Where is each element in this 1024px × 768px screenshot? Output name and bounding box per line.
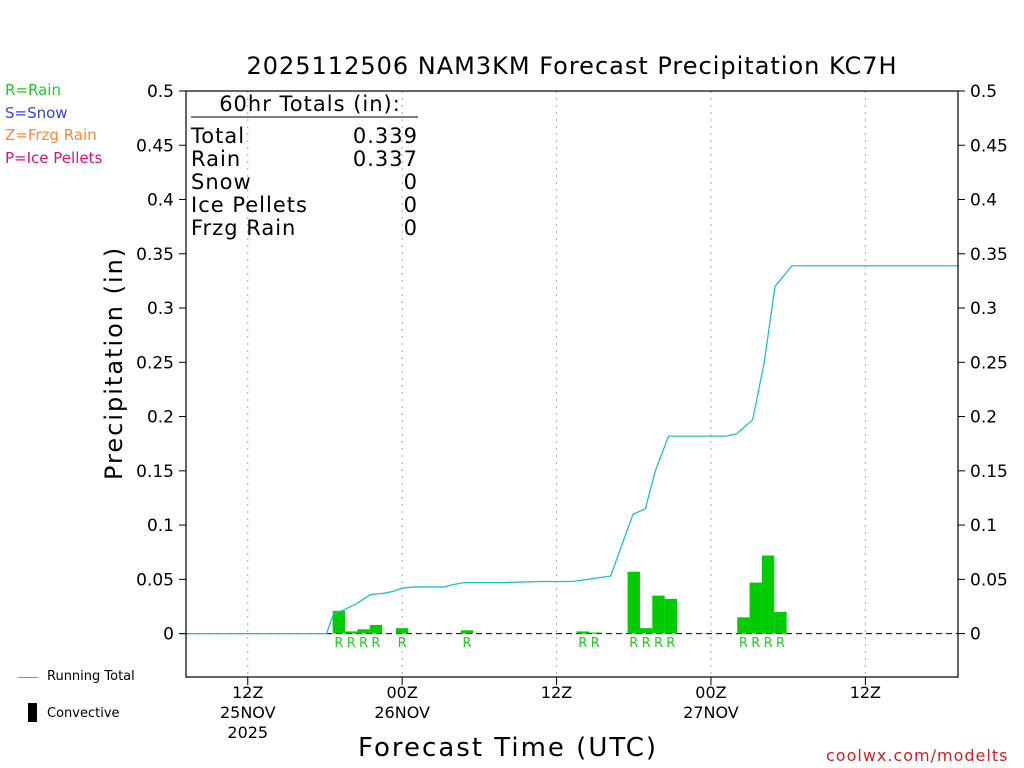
precip-bar [345, 631, 358, 634]
ptype-label: R [642, 636, 651, 651]
totals-row-label: Ice Pellets [191, 193, 308, 217]
x-tick-label-date: 27NOV [683, 703, 739, 722]
precip-bar [332, 610, 346, 634]
y-tick-label-right: 0.2 [970, 408, 997, 428]
ptype-label: R [591, 636, 600, 651]
precip-bar [357, 629, 370, 634]
totals-box: 60hr Totals (in): Total 0.339 Rain 0.337 Snow… [190, 92, 418, 240]
credit-text: coolwx.com/modelts [826, 746, 1009, 765]
ptype-label: R [764, 636, 773, 651]
x-tick-label-date: 26NOV [374, 703, 430, 722]
running-total-line [180, 265, 959, 635]
x-tick-label-time: 12Z [541, 683, 572, 702]
ptype-label: R [398, 636, 407, 651]
x-tick-label-time: 12Z [850, 683, 881, 702]
running-total-legend-swatch [18, 677, 38, 678]
y-tick-label-right: 0.25 [970, 353, 1008, 373]
totals-row-value: 0 [404, 170, 418, 194]
y-tick-label-left: 0.1 [147, 516, 174, 536]
totals-row-label: Total [190, 124, 245, 148]
ptype-label: R [462, 636, 471, 651]
x-tick-label-time: 12Z [232, 683, 263, 702]
ptype-label: R [776, 636, 785, 651]
ptype-label: R [666, 636, 675, 651]
precip-bar [664, 598, 677, 634]
totals-row-label: Rain [191, 147, 241, 171]
precip-bar [576, 631, 589, 634]
ptype-key-snow: S=Snow [5, 104, 68, 122]
ptype-label: R [739, 636, 748, 651]
precip-bar [737, 617, 750, 634]
chart-title: 2025112506 NAM3KM Forecast Precipitation… [246, 52, 898, 80]
ptype-key-rain: R=Rain [5, 81, 61, 99]
y-tick-label-right: 0.15 [970, 462, 1008, 482]
y-tick-label-left: 0.45 [136, 136, 174, 156]
y-tick-label-left: 0.35 [136, 245, 174, 265]
x-tick-label-year: 2025 [227, 723, 268, 742]
y-tick-label-right: 0.3 [970, 299, 997, 319]
y-tick-label-right: 0.35 [970, 245, 1008, 265]
totals-heading: 60hr Totals (in): [219, 92, 401, 116]
precip-bar [460, 630, 474, 634]
y-tick-label-left: 0.4 [147, 191, 174, 211]
x-tick-label-time: 00Z [695, 683, 726, 702]
ptype-label: R [371, 636, 380, 651]
running-total-legend-label: Running Total [47, 669, 135, 684]
plot-frame [185, 90, 959, 678]
y-tick-label-right: 0.45 [970, 136, 1008, 156]
y-tick-label-left: 0.25 [136, 353, 174, 373]
totals-row-value: 0.339 [353, 124, 418, 148]
totals-row-label: Snow [191, 170, 252, 194]
y-tick-label-left: 0.15 [136, 462, 174, 482]
ptype-label: R [751, 636, 760, 651]
precip-bar [652, 595, 665, 634]
ptype-label: R [629, 636, 638, 651]
x-tick-label-date: 25NOV [220, 703, 276, 722]
totals-row-value: 0.337 [353, 147, 418, 171]
y-tick-label-left: 0.05 [136, 570, 174, 590]
ptype-label: R [578, 636, 587, 651]
ptype-label: R [359, 636, 368, 651]
y-tick-label-left: 0.3 [147, 299, 174, 319]
y-tick-label-right: 0.5 [970, 82, 997, 102]
y-tick-label-right: 0.1 [970, 516, 997, 536]
precip-bar [395, 628, 409, 634]
ptype-key-frzg-rain: Z=Frzg Rain [5, 126, 97, 144]
x-tick-label-time: 00Z [386, 683, 417, 702]
precip-bar [774, 611, 787, 634]
convective-legend-label: Convective [47, 706, 120, 721]
y-tick-label-left: 0.2 [147, 408, 174, 428]
precip-bar [627, 571, 640, 634]
ptype-label: R [347, 636, 356, 651]
y-axis-ticks: 0 00.05 0.050.1 0.10.15 0.150.2 0.20.25 0.250.… [136, 82, 1008, 645]
y-tick-label-right: 0.05 [970, 570, 1008, 590]
totals-row-label: Frzg Rain [191, 216, 296, 240]
x-axis-label: Forecast Time (UTC) [358, 733, 659, 763]
precip-bar [639, 628, 653, 634]
ptype-label: R [334, 636, 343, 651]
totals-row-value: 0 [404, 193, 418, 217]
ptype-label: R [654, 636, 663, 651]
precip-bar [761, 555, 775, 634]
y-tick-label-left: 0.5 [147, 82, 174, 102]
ptype-key-ice-pellets: P=Ice Pellets [5, 149, 103, 167]
precip-bar [369, 624, 383, 634]
y-tick-label-right: 0.4 [970, 191, 997, 211]
bar-series [332, 555, 787, 634]
totals-row-value: 0 [404, 216, 418, 240]
precip-bar [749, 582, 762, 634]
y-tick-label-right: 0 [970, 625, 981, 645]
y-tick-label-left: 0 [163, 625, 174, 645]
precip-bar [588, 632, 602, 634]
convective-legend-swatch [28, 703, 37, 722]
